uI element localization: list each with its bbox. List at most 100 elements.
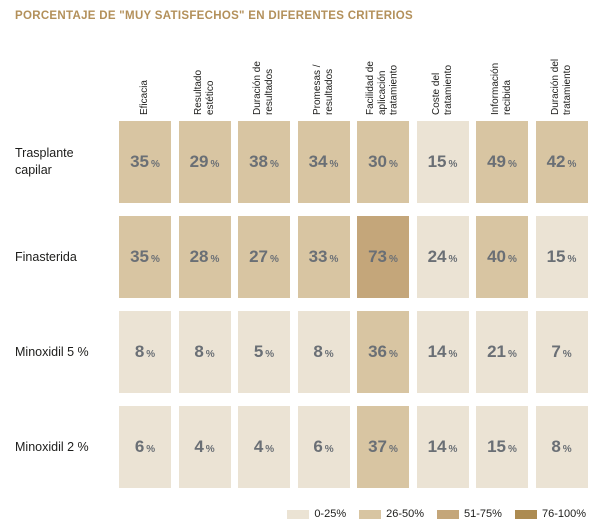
rows: Trasplante capilar 35 % 29 % 38 % 34 % 3…	[15, 121, 590, 488]
cell-unit: %	[205, 348, 215, 360]
heatmap-cell: 28 %	[178, 216, 231, 298]
heatmap-cell: 35 %	[119, 216, 171, 298]
heatmap-cell: 35 %	[119, 121, 171, 203]
cell-value: 37	[368, 437, 387, 456]
cell-unit: %	[448, 443, 458, 455]
table-row: Minoxidil 5 % 8 % 8 % 5 % 8 % 36 % 14 % …	[15, 311, 590, 393]
heatmap-cell: 15 %	[535, 216, 588, 298]
cell-value: 4	[194, 437, 204, 456]
column-header: Duración del tratamiento	[536, 40, 588, 115]
heatmap-cell: 40 %	[476, 216, 528, 298]
cell-unit: %	[508, 158, 517, 170]
heatmap-cell: 73 %	[357, 216, 409, 298]
column-header-label: Resultado estético	[192, 69, 216, 115]
heatmap-cell: 42 %	[535, 121, 588, 203]
heatmap-cell: 34 %	[297, 121, 350, 203]
heatmap-cell: 30 %	[357, 121, 409, 203]
heatmap-cell: 8 %	[178, 311, 231, 393]
legend-item: 76-100%	[514, 508, 586, 520]
cell-unit: %	[151, 253, 160, 265]
cell-unit: %	[389, 158, 398, 170]
cell-value: 8	[134, 342, 145, 361]
cell-value: 4	[253, 437, 264, 456]
cell-unit: %	[508, 443, 517, 455]
cell-unit: %	[329, 253, 339, 265]
heatmap-cell: 8 %	[297, 311, 350, 393]
heatmap-cell: 21 %	[476, 311, 528, 393]
cell-unit: %	[329, 158, 339, 170]
column-header-label: Duración del tratamiento	[549, 58, 573, 115]
table-row: Minoxidil 2 % 6 % 4 % 4 % 6 % 37 % 14 % …	[15, 406, 590, 488]
cell-value: 42	[546, 152, 566, 171]
cell-value: 24	[427, 247, 447, 266]
legend: 0-25% 26-50% 51-75% 76-100%	[287, 508, 586, 520]
cell-value: 28	[189, 247, 209, 266]
row-label: Finasterida	[15, 249, 77, 264]
column-header-label: Facilidad de aplicación tratamiento	[365, 61, 400, 115]
heatmap-cell: 15 %	[476, 406, 528, 488]
cell-value: 15	[546, 247, 566, 266]
legend-item: 26-50%	[359, 508, 424, 520]
heatmap-cell: 7 %	[535, 311, 588, 393]
heatmap-cell: 37 %	[357, 406, 409, 488]
legend-item: 0-25%	[287, 508, 346, 520]
legend-swatch	[437, 509, 460, 519]
cell-value: 15	[487, 437, 506, 456]
column-header-label: Duración de resultados	[252, 61, 275, 115]
legend-swatch	[514, 509, 537, 519]
cell-value: 6	[313, 437, 323, 456]
cell-value: 15	[427, 152, 447, 171]
cell-value: 33	[308, 247, 328, 266]
heatmap-cell: 24 %	[416, 216, 469, 298]
heatmap-cell: 27 %	[238, 216, 290, 298]
heatmap-grid: Eficacia Resultado estético Duración de …	[15, 40, 590, 501]
cell-value: 7	[551, 342, 561, 361]
row-label: Trasplante capilar	[15, 146, 74, 177]
cell-value: 8	[313, 342, 323, 361]
column-header: Información recibida	[476, 40, 528, 115]
column-header-label: Promesas / resultados	[311, 64, 335, 115]
cell-unit: %	[146, 348, 156, 360]
heatmap-cell: 4 %	[178, 406, 231, 488]
column-header: Resultado estético	[179, 40, 231, 115]
cell-value: 21	[487, 342, 506, 361]
cell-unit: %	[324, 443, 334, 455]
column-header-label: Información recibida	[490, 62, 513, 115]
cell-value: 8	[551, 437, 561, 456]
column-header: Eficacia	[119, 80, 171, 115]
cell-unit: %	[210, 253, 220, 265]
cell-unit: %	[448, 348, 458, 360]
heatmap-cell: 33 %	[297, 216, 350, 298]
cell-value: 29	[189, 152, 209, 171]
heatmap-cell: 14 %	[416, 311, 469, 393]
column-header-label: Coste del tratamiento	[430, 64, 454, 115]
column-header: Promesas / resultados	[298, 40, 350, 115]
heatmap-cell: 8 %	[119, 311, 171, 393]
heatmap-cell: 49 %	[476, 121, 528, 203]
cell-unit: %	[389, 443, 398, 455]
legend-label: 76-100%	[541, 508, 586, 520]
cell-unit: %	[389, 348, 398, 360]
legend-label: 51-75%	[464, 508, 502, 520]
cell-value: 35	[130, 152, 149, 171]
row-label: Minoxidil 2 %	[15, 439, 89, 454]
heatmap-cell: 8 %	[535, 406, 588, 488]
cell-unit: %	[265, 348, 275, 360]
legend-swatch	[359, 509, 382, 519]
cell-unit: %	[562, 443, 572, 455]
chart-title: PORCENTAJE DE "MUY SATISFECHOS" EN DIFER…	[15, 10, 414, 22]
cell-unit: %	[448, 158, 458, 170]
cell-value: 73	[368, 247, 387, 266]
legend-item: 51-75%	[437, 508, 502, 520]
cell-unit: %	[562, 348, 572, 360]
cell-value: 6	[134, 437, 145, 456]
cell-value: 40	[487, 247, 506, 266]
cell-unit: %	[567, 158, 577, 170]
cell-value: 30	[368, 152, 387, 171]
cell-value: 38	[249, 152, 268, 171]
cell-unit: %	[151, 158, 160, 170]
legend-label: 26-50%	[386, 508, 425, 520]
legend-swatch	[287, 509, 310, 519]
cell-unit: %	[270, 158, 279, 170]
cell-value: 49	[487, 152, 506, 171]
